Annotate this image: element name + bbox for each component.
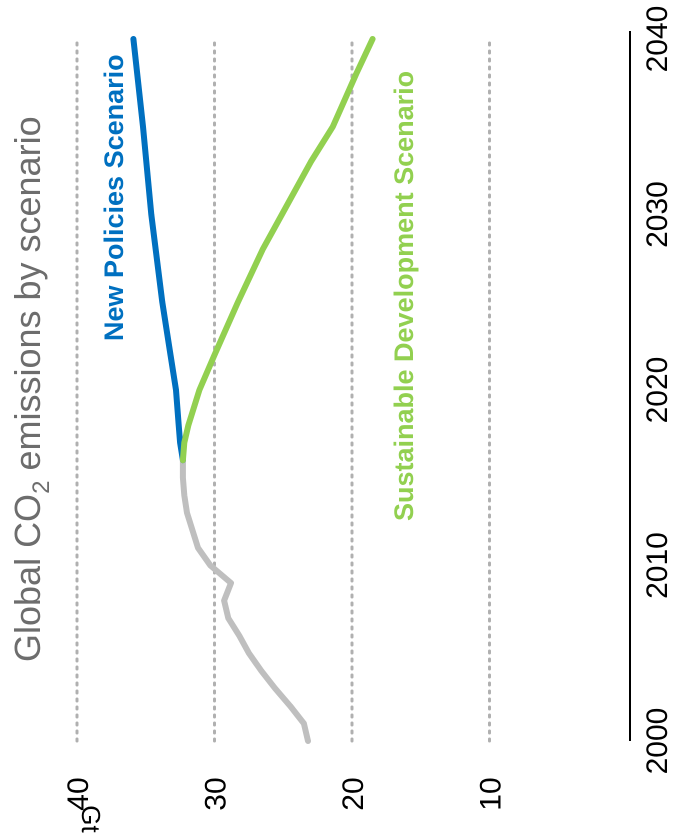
y-tick-labels: 10 20 30 40: [62, 777, 508, 810]
x-tick-label-2040: 2040: [641, 6, 674, 73]
label-sustainable-development-scenario: Sustainable Development Scenario: [389, 71, 419, 521]
y-tick-label-30: 30: [200, 777, 233, 810]
y-tick-label-40: 40: [62, 777, 95, 810]
series-lines: [130, 36, 376, 744]
y-tick-label-20: 20: [337, 777, 370, 810]
series-line-historical: [179, 457, 311, 744]
x-tick-label-2020: 2020: [641, 357, 674, 424]
series-line-new_policies: [130, 36, 186, 464]
series-line-sustainable: [179, 36, 376, 464]
x-tick-label-2000: 2000: [641, 708, 674, 775]
chart-title: Global CO2 emissions by scenario: [7, 116, 55, 662]
y-tick-label-10: 10: [475, 777, 508, 810]
gridlines: [75, 37, 491, 743]
x-tick-labels: 2000 2010 2020 2030 2040: [641, 6, 674, 775]
unit-label: Gt: [76, 805, 106, 833]
label-new-policies-scenario: New Policies Scenario: [99, 54, 129, 341]
x-tick-label-2030: 2030: [641, 181, 674, 248]
x-tick-label-2010: 2010: [641, 532, 674, 599]
